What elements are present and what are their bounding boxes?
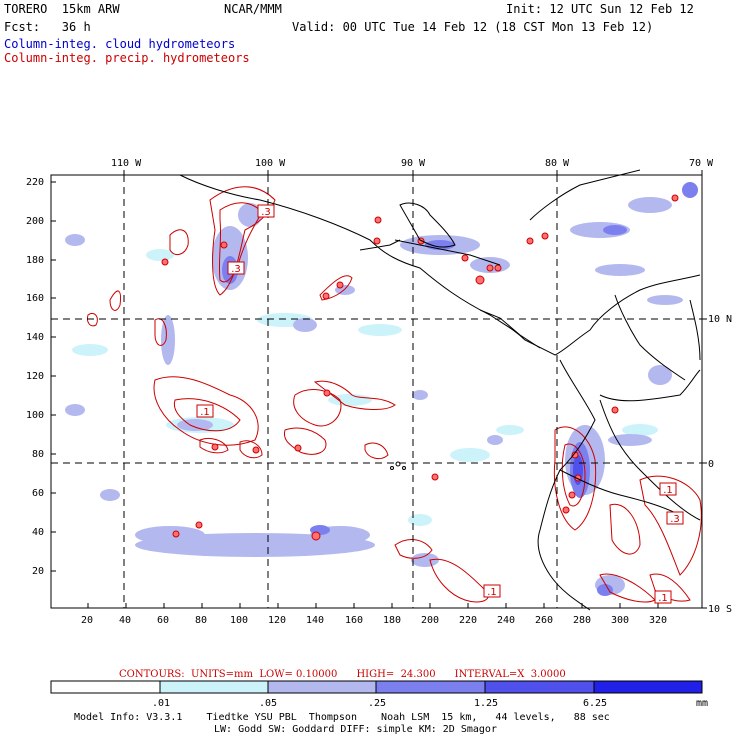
y-tick: 180 [26, 255, 45, 266]
x-tick: 20 [81, 615, 94, 626]
legend-precip-hydrometeors: Column-integ. precip. hydrometeors [4, 51, 250, 65]
model-title: TORERO 15km ARW [4, 2, 120, 16]
contour-label: .1 [487, 587, 497, 598]
contour-label-box [196, 404, 214, 418]
model-info: Model Info: V3.3.1 Tiedtke YSU PBL Thomp… [74, 712, 610, 723]
x-tick: 220 [459, 615, 478, 626]
colorbar-segment [159, 680, 269, 694]
lon-label-100w: 100 W [255, 158, 286, 169]
valid-time: Valid: 00 UTC Tue 14 Feb 12 (18 CST Mon … [292, 20, 654, 34]
contour-label-box [659, 482, 677, 496]
y-tick: 200 [26, 216, 45, 227]
y-tick: 140 [26, 332, 45, 343]
y-tick: 80 [32, 449, 45, 460]
x-tick: 120 [268, 615, 287, 626]
lon-label-110w: 110 W [111, 158, 142, 169]
x-tick: 200 [421, 615, 440, 626]
contour-label: .3 [261, 207, 271, 218]
contour-label-box [227, 261, 245, 275]
y-tick: 40 [32, 527, 45, 538]
colorbar-segment [484, 680, 595, 694]
cloud-shading [65, 182, 698, 596]
contour-label: .1 [200, 407, 210, 418]
y-tick: 220 [26, 177, 45, 188]
contour-label: .1 [658, 593, 668, 604]
x-tick: 260 [535, 615, 554, 626]
colorbar-unit: mm [696, 698, 709, 709]
contour-label-box [257, 204, 275, 218]
colorbar [50, 680, 703, 694]
colorbar-tick: .01 [152, 698, 171, 709]
y-tick: 60 [32, 488, 45, 499]
colorbar-tick: 1.25 [474, 698, 499, 709]
contour-label-box [654, 590, 672, 604]
contour-label-box [666, 511, 684, 525]
organization: NCAR/MMM [224, 2, 282, 16]
x-tick: 280 [573, 615, 592, 626]
y-tick: 100 [26, 410, 45, 421]
lat-label-10s: 10 S [708, 604, 733, 615]
colorbar-tick: 6.25 [583, 698, 608, 709]
lat-label-10n: 10 N [708, 314, 733, 325]
tick-marks [51, 170, 707, 609]
lon-label-90w: 90 W [401, 158, 426, 169]
x-tick: 180 [383, 615, 402, 626]
y-tick: 120 [26, 371, 45, 382]
y-tick: 20 [32, 566, 45, 577]
colorbar-segment [593, 680, 703, 694]
contour-label: .1 [663, 485, 673, 496]
legend-cloud-hydrometeors: Column-integ. cloud hydrometeors [4, 37, 236, 51]
x-tick: 140 [306, 615, 325, 626]
x-tick: 60 [157, 615, 170, 626]
colorbar-tick: .25 [368, 698, 387, 709]
map-frame [50, 174, 703, 609]
lat-label-0: 0 [708, 459, 715, 470]
lon-label-80w: 80 W [545, 158, 570, 169]
x-tick: 100 [230, 615, 249, 626]
x-tick: 80 [195, 615, 208, 626]
contour-label-boxes [196, 204, 684, 604]
grid-lines [51, 175, 702, 608]
x-tick: 300 [611, 615, 630, 626]
contour-label-box [483, 584, 501, 598]
coastlines [179, 169, 701, 611]
x-tick: 40 [119, 615, 132, 626]
model-physics: LW: Godd SW: Goddard DIFF: simple KM: 2D… [214, 724, 497, 735]
init-time: Init: 12 UTC Sun 12 Feb 12 [506, 2, 694, 16]
contour-label: .3 [231, 264, 241, 275]
contour-info: CONTOURS: UNITS=mm LOW= 0.10000 HIGH= 24… [119, 669, 566, 680]
colorbar-segment [50, 680, 161, 694]
x-tick: 320 [649, 615, 668, 626]
colorbar-segment [375, 680, 486, 694]
x-tick: 160 [345, 615, 364, 626]
y-tick: 160 [26, 293, 45, 304]
colorbar-tick: .05 [259, 698, 278, 709]
x-tick: 240 [497, 615, 516, 626]
lon-label-70w: 70 W [689, 158, 714, 169]
contour-label: .3 [670, 514, 680, 525]
precip-max-markers [161, 194, 679, 541]
colorbar-segment [267, 680, 377, 694]
forecast-hour: Fcst: 36 h [4, 20, 91, 34]
